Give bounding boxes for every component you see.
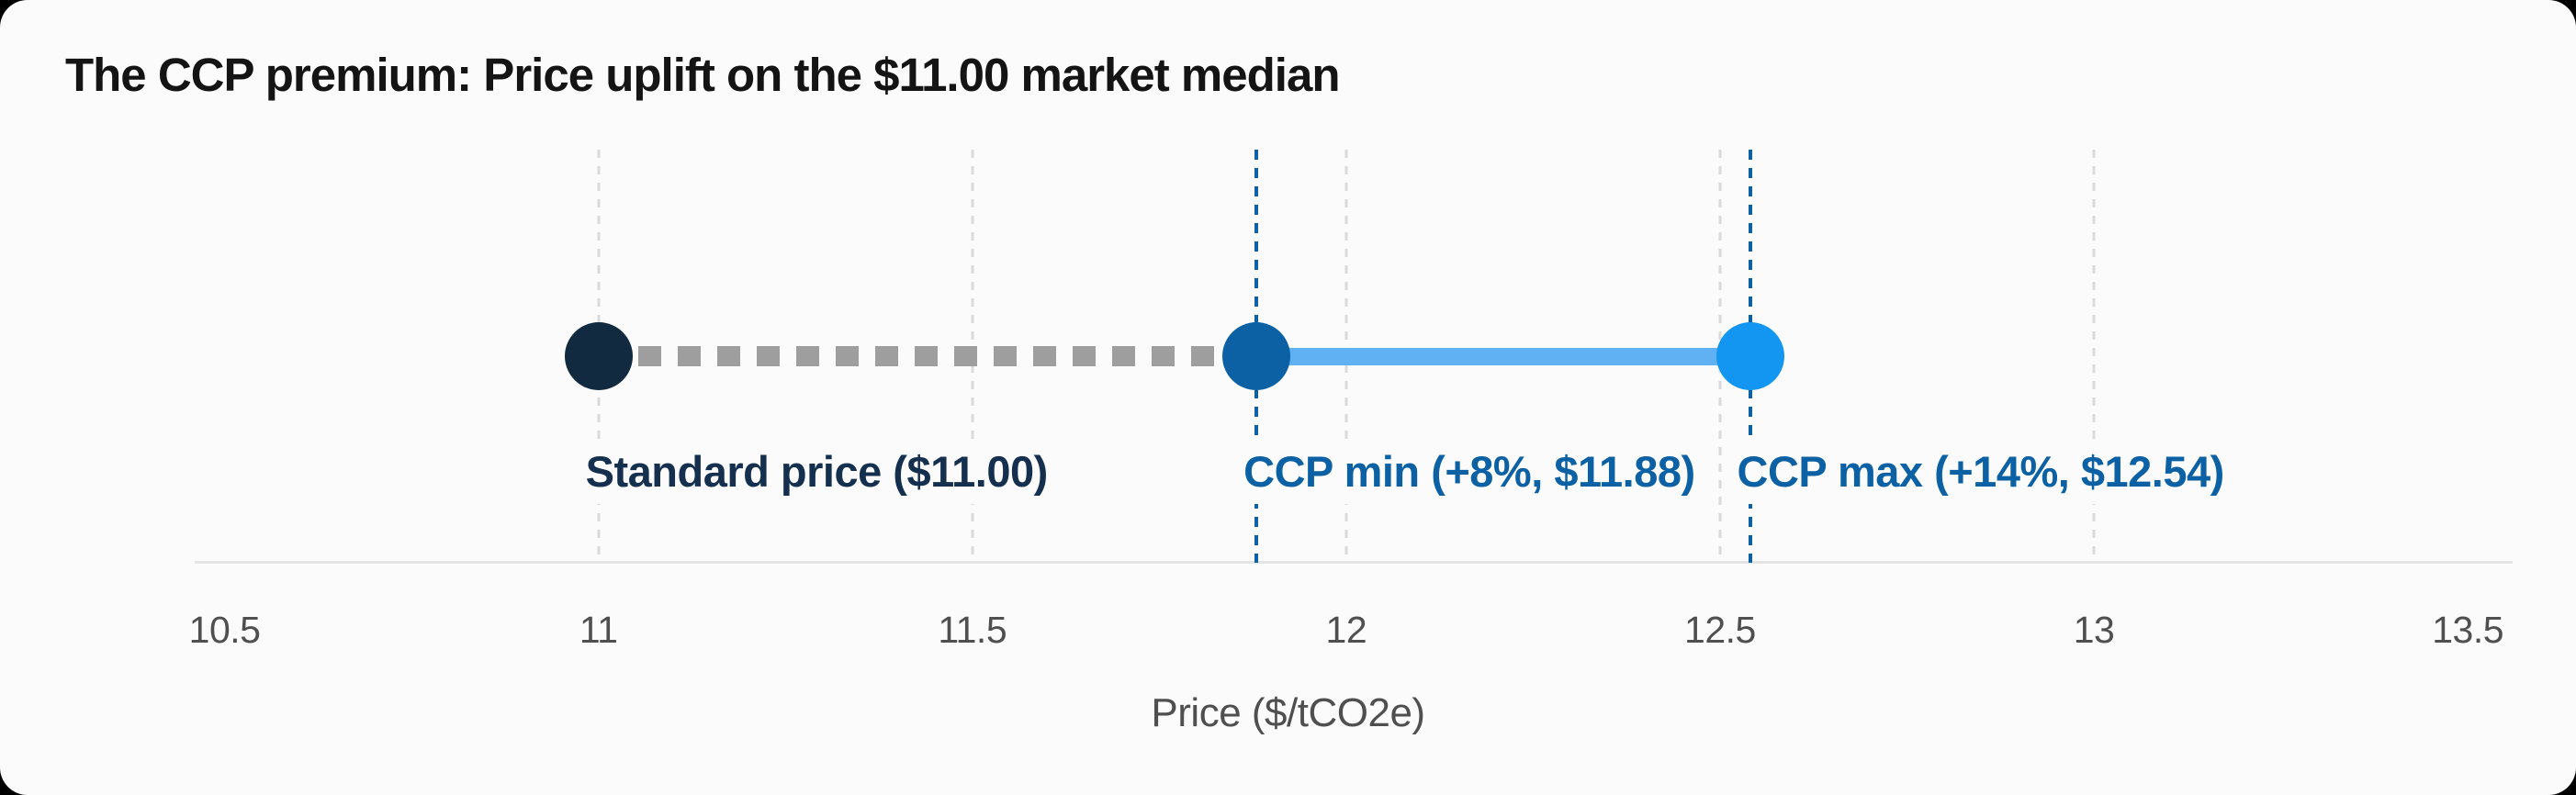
plot-area: Standard price ($11.00) CCP min (+8%, $11… — [195, 150, 2513, 563]
x-gridline — [2092, 150, 2096, 563]
ccp-max-dot — [1715, 322, 1784, 390]
ccp-min-label: CCP min (+8%, $11.88) — [1232, 440, 1706, 505]
x-tick-label: 13.5 — [2432, 609, 2504, 651]
ccp-min-dot — [1222, 322, 1291, 390]
standard-label: Standard price ($11.00) — [574, 440, 1059, 505]
ccp-max-label: CCP max (+14%, $12.54) — [1726, 440, 2235, 505]
x-tick-label: 13 — [2073, 609, 2115, 651]
x-tick-label: 12.5 — [1684, 609, 1756, 651]
connector-dashed — [598, 346, 1257, 366]
x-tick-label: 11 — [579, 609, 618, 651]
x-tick-label: 12 — [1325, 609, 1367, 651]
standard-dot — [564, 322, 633, 390]
chart-title: The CCP premium: Price uplift on the $11… — [65, 49, 1340, 101]
connector-solid — [1256, 348, 1750, 365]
x-tick-label: 10.5 — [188, 609, 261, 651]
x-axis-title: Price ($/tCO2e) — [1151, 690, 1425, 735]
x-axis-line — [195, 561, 2513, 564]
x-tick-label: 11.5 — [938, 609, 1007, 651]
